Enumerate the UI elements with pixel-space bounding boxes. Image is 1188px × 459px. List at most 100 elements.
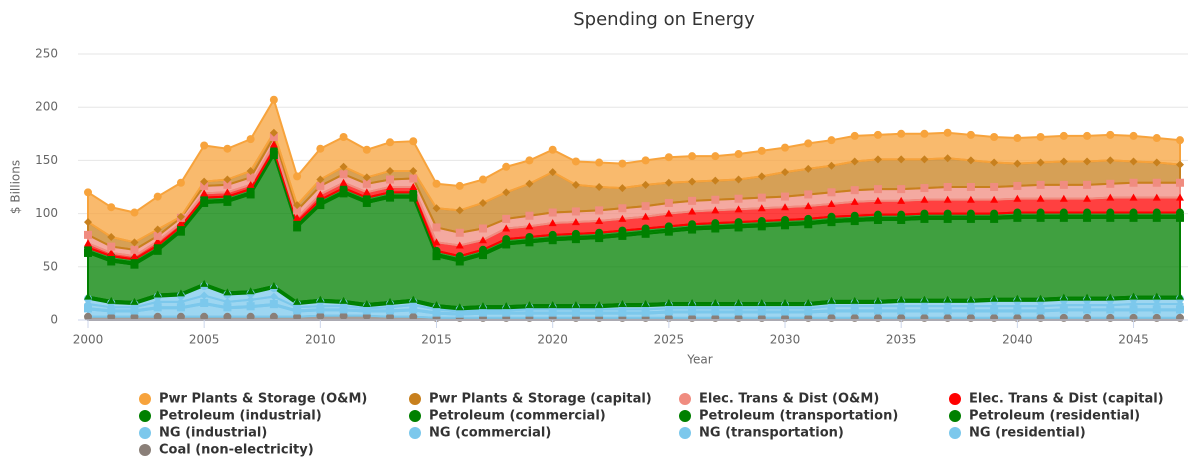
- marker: [386, 297, 395, 305]
- marker: [432, 301, 441, 309]
- marker: [711, 152, 720, 161]
- legend-label: Pwr Plants & Storage (capital): [429, 392, 652, 407]
- legend-marker: [679, 427, 691, 439]
- marker: [362, 300, 371, 308]
- marker: [1013, 159, 1022, 168]
- marker: [850, 296, 859, 304]
- marker: [339, 162, 348, 171]
- marker: [850, 186, 859, 195]
- marker: [339, 132, 348, 141]
- marker: [595, 228, 604, 237]
- marker: [688, 207, 697, 215]
- marker: [176, 312, 185, 321]
- marker: [850, 306, 859, 315]
- marker: [688, 196, 697, 205]
- marker: [1083, 313, 1092, 322]
- marker: [293, 201, 302, 210]
- x-tick-label: 2005: [189, 333, 220, 347]
- marker: [386, 188, 395, 197]
- marker: [943, 295, 952, 303]
- marker: [339, 170, 348, 179]
- marker: [362, 193, 371, 202]
- marker: [386, 175, 395, 184]
- marker: [200, 279, 209, 287]
- marker: [176, 219, 185, 227]
- marker: [432, 204, 441, 213]
- marker: [84, 188, 92, 197]
- marker: [107, 203, 116, 212]
- marker: [920, 295, 929, 303]
- marker: [246, 312, 255, 321]
- marker: [664, 209, 673, 217]
- marker: [827, 306, 836, 315]
- marker: [1176, 136, 1184, 145]
- marker: [200, 298, 209, 307]
- marker: [1152, 193, 1161, 201]
- marker: [130, 245, 139, 254]
- legend-label: NG (commercial): [429, 426, 551, 441]
- marker: [1129, 178, 1138, 187]
- marker: [316, 195, 325, 204]
- marker: [966, 313, 975, 322]
- legend-label: Pwr Plants & Storage (O&M): [159, 392, 367, 407]
- marker: [757, 146, 766, 155]
- marker: [1036, 313, 1045, 322]
- marker: [827, 200, 836, 208]
- marker: [432, 238, 441, 246]
- marker: [664, 222, 673, 231]
- marker: [223, 303, 232, 312]
- marker: [316, 181, 325, 190]
- marker: [269, 300, 278, 309]
- marker: [1059, 157, 1068, 166]
- marker: [246, 135, 255, 144]
- marker: [1106, 305, 1115, 314]
- marker: [1059, 194, 1068, 202]
- marker: [595, 158, 604, 167]
- marker: [850, 211, 859, 220]
- marker: [873, 296, 882, 304]
- marker: [897, 129, 906, 138]
- marker: [339, 296, 348, 304]
- marker: [269, 140, 278, 148]
- marker: [804, 214, 813, 223]
- marker: [827, 212, 836, 221]
- marker: [316, 311, 325, 320]
- marker: [827, 313, 836, 322]
- marker: [966, 295, 975, 303]
- marker: [525, 301, 534, 309]
- marker: [966, 183, 975, 191]
- marker: [943, 313, 952, 322]
- marker: [176, 212, 185, 221]
- marker: [1129, 193, 1138, 201]
- marker: [711, 176, 720, 185]
- marker: [269, 292, 278, 301]
- marker: [1083, 293, 1092, 301]
- marker: [734, 194, 743, 203]
- marker: [107, 242, 116, 251]
- marker: [525, 211, 534, 220]
- marker: [409, 295, 418, 303]
- marker: [873, 306, 882, 315]
- marker: [409, 312, 418, 321]
- marker: [618, 300, 627, 308]
- marker: [502, 162, 511, 171]
- marker: [1176, 160, 1184, 169]
- marker: [386, 312, 395, 321]
- marker: [827, 136, 836, 145]
- marker: [571, 301, 580, 309]
- marker: [990, 132, 999, 141]
- marker: [1083, 194, 1092, 202]
- marker: [1013, 194, 1022, 202]
- marker: [664, 298, 673, 306]
- marker: [386, 183, 395, 190]
- marker: [269, 312, 278, 321]
- marker: [943, 154, 952, 163]
- marker: [153, 303, 162, 312]
- marker: [804, 298, 813, 306]
- marker: [84, 218, 92, 227]
- marker: [781, 143, 790, 152]
- marker: [734, 205, 743, 213]
- marker: [595, 217, 604, 225]
- marker: [246, 180, 255, 188]
